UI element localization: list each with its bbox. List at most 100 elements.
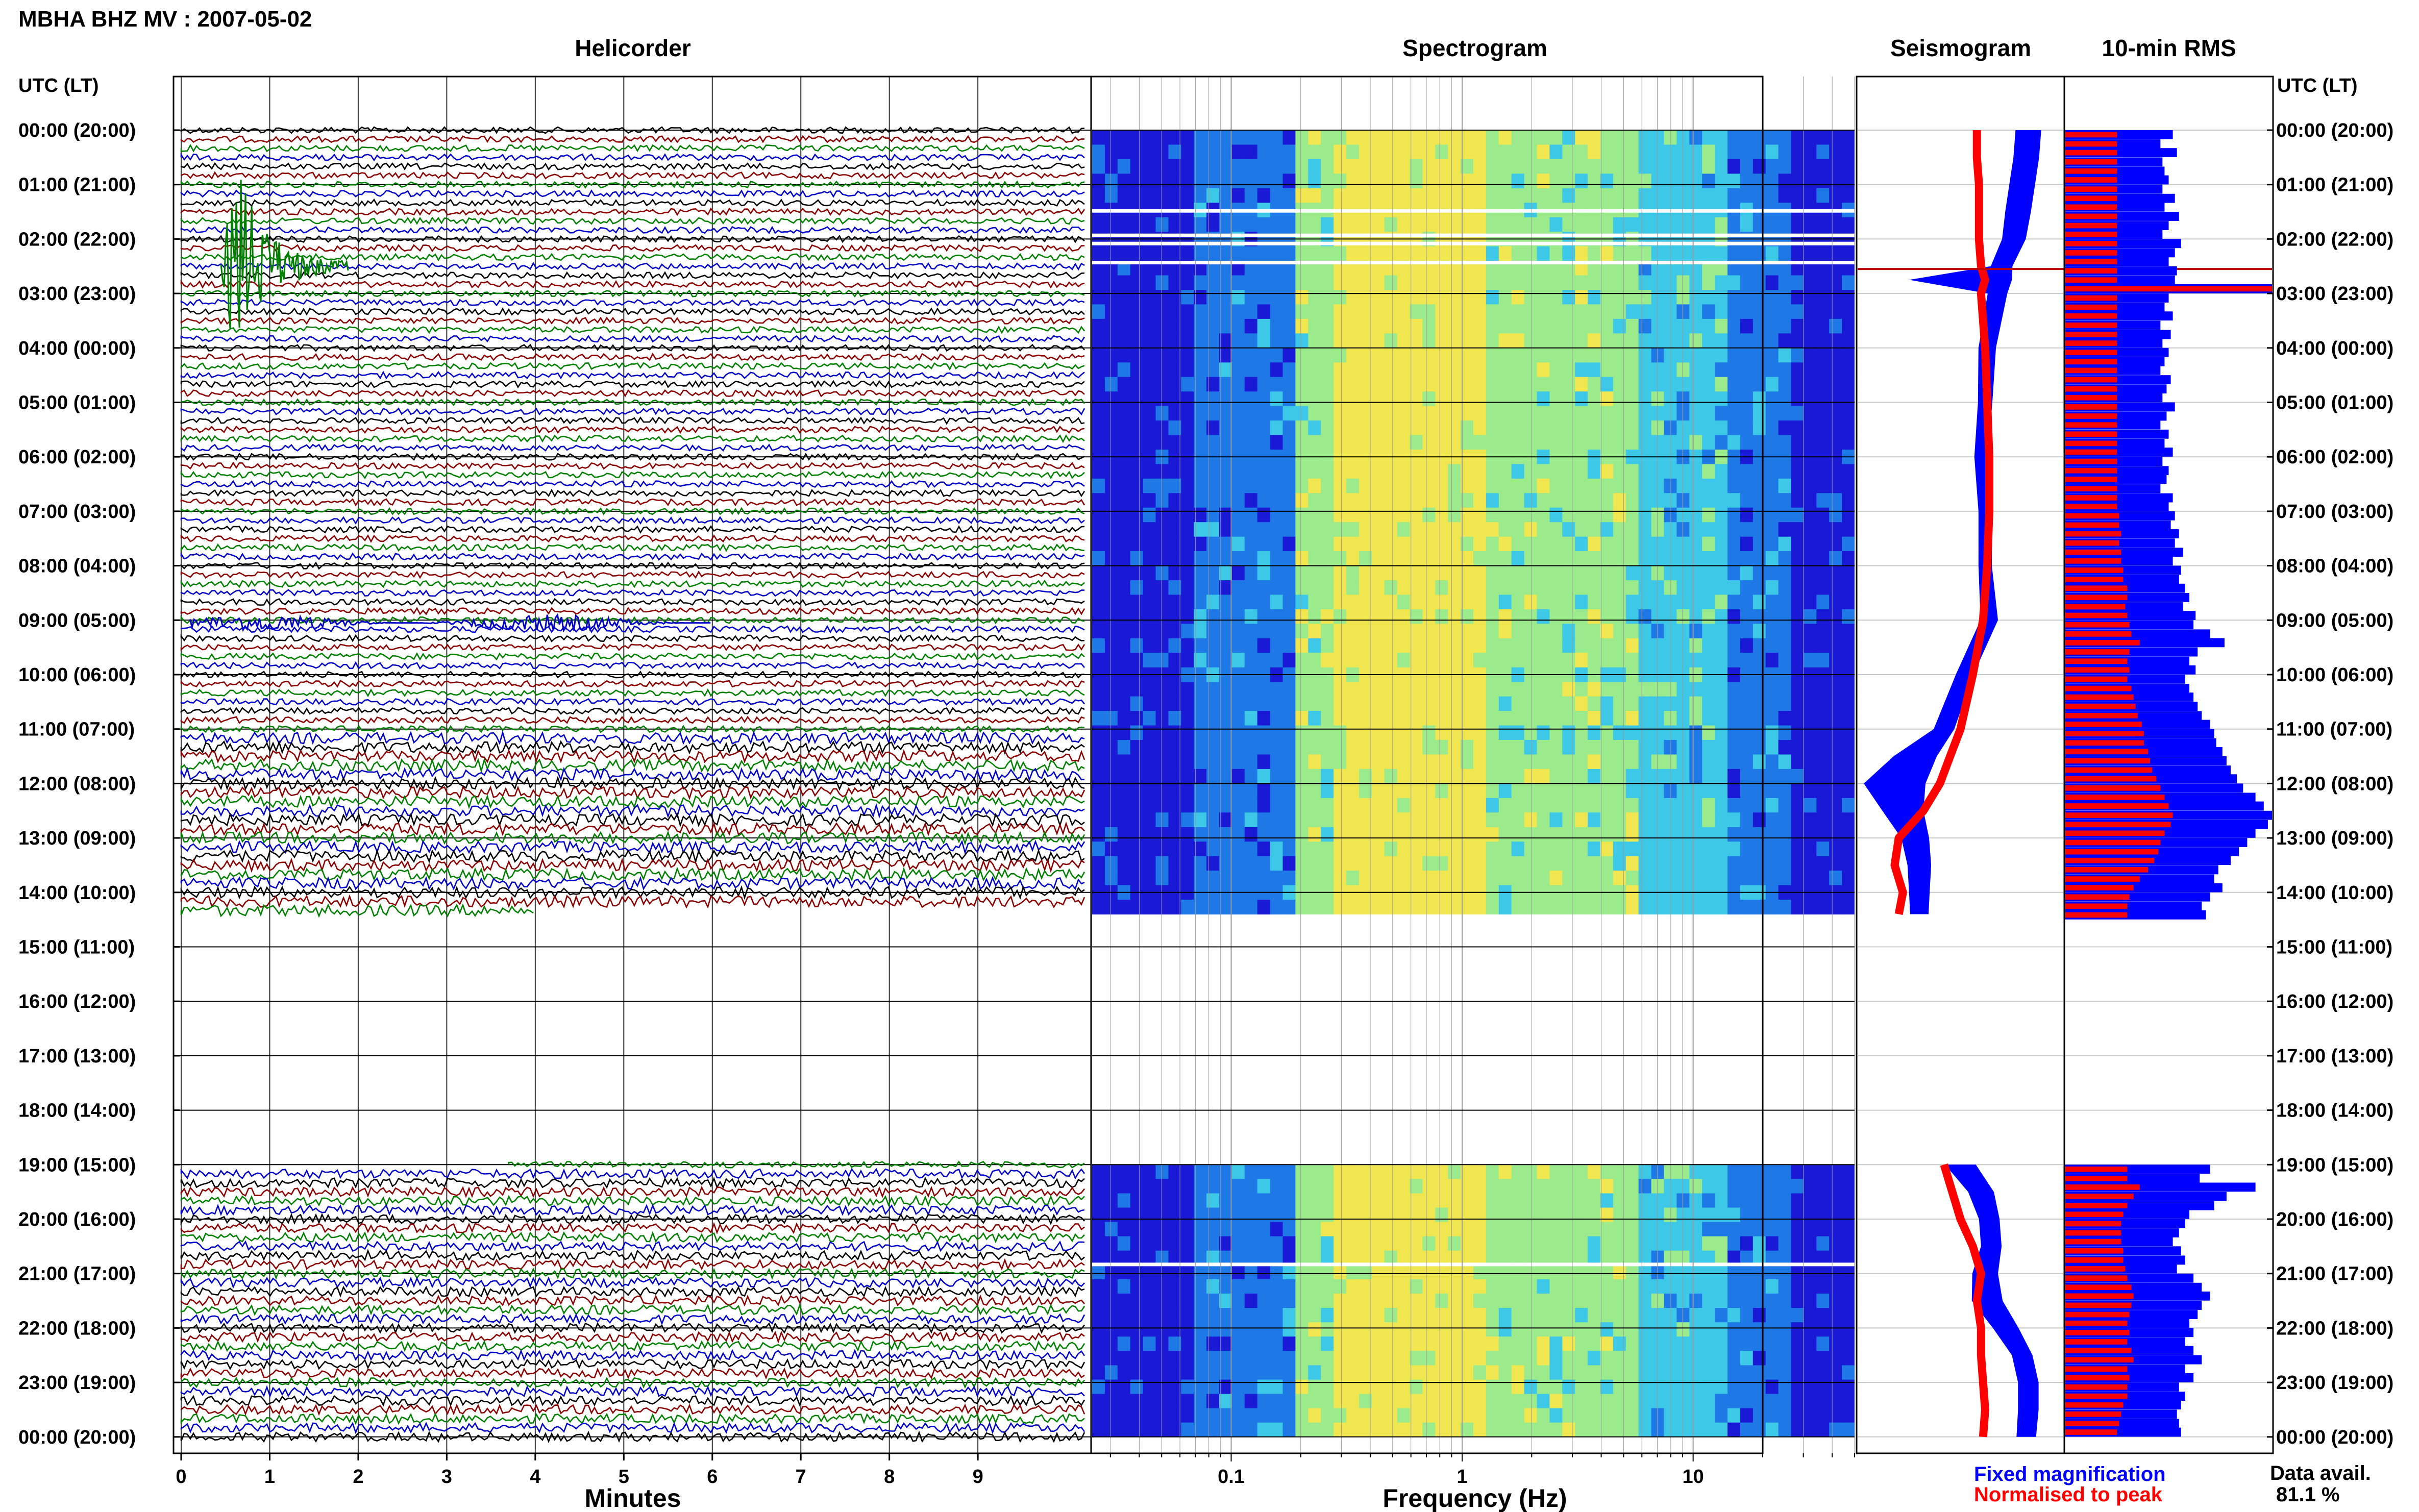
spectrogram-cell bbox=[1194, 900, 1207, 915]
spectrogram-cell bbox=[1194, 536, 1207, 552]
spectrogram-cell bbox=[1498, 348, 1512, 363]
rms-bar-normalised bbox=[2065, 857, 2155, 863]
spectrogram-cell bbox=[1410, 1308, 1423, 1323]
spectrogram-cell bbox=[1816, 1408, 1830, 1423]
spectrogram-cell bbox=[1308, 391, 1321, 407]
spectrogram-cell bbox=[1231, 594, 1245, 610]
spectrogram-cell bbox=[1740, 580, 1754, 596]
spectrogram-cell bbox=[1130, 130, 1144, 145]
spectrogram-cell bbox=[1829, 290, 1842, 305]
spectrogram-cell bbox=[1702, 464, 1715, 479]
spectrogram-cell bbox=[1664, 725, 1677, 740]
spectrogram-cell bbox=[1804, 1207, 1817, 1223]
spectrogram-cell bbox=[1511, 1207, 1525, 1223]
spectrogram-cell bbox=[1155, 624, 1169, 639]
spectrogram-cell bbox=[1600, 173, 1614, 189]
spectrogram-cell bbox=[1676, 536, 1690, 552]
spectrogram-cell bbox=[1651, 159, 1665, 174]
spectrogram-cell bbox=[1829, 1351, 1842, 1366]
spectrogram-cell bbox=[1334, 1351, 1347, 1366]
helicorder-trace bbox=[180, 143, 1085, 153]
spectrogram-cell bbox=[1282, 318, 1296, 334]
spectrogram-cell bbox=[1842, 580, 1855, 596]
spectrogram-cell bbox=[1104, 188, 1118, 203]
spectrogram-cell bbox=[1295, 754, 1309, 770]
spectrogram-cell bbox=[1270, 609, 1283, 625]
spectrogram-cell bbox=[1740, 348, 1754, 363]
spectrogram-cell bbox=[1676, 1336, 1690, 1351]
spectrogram-cell bbox=[1715, 580, 1728, 596]
spectrogram-cell bbox=[1473, 565, 1487, 581]
spectrogram-cell bbox=[1562, 754, 1575, 770]
spectrogram-cell bbox=[1435, 1422, 1448, 1437]
spectrogram-cell bbox=[1257, 1164, 1271, 1179]
spectrogram-cell bbox=[1206, 1422, 1220, 1437]
spectrogram-cell bbox=[1664, 130, 1677, 145]
helicorder-trace bbox=[180, 839, 1085, 855]
spectrogram-cell bbox=[1410, 406, 1423, 421]
time-label-right: 11:00 (07:00) bbox=[2276, 719, 2392, 740]
spectrogram-cell bbox=[1651, 144, 1665, 160]
spectrogram-cell bbox=[1117, 1294, 1131, 1308]
spectrogram-cell bbox=[1524, 798, 1538, 813]
rms-bar-normalised bbox=[2065, 749, 2148, 755]
spectrogram-cell bbox=[1664, 478, 1677, 493]
spectrogram-cell bbox=[1816, 333, 1830, 349]
spectrogram-cell bbox=[1740, 725, 1754, 740]
helicorder-trace bbox=[180, 1185, 1085, 1199]
spectrogram-cell bbox=[1473, 696, 1487, 711]
spectrogram-cell bbox=[1804, 1236, 1817, 1251]
spectrogram-cell bbox=[1549, 348, 1563, 363]
spectrogram-cell bbox=[1715, 304, 1728, 319]
spectrogram-cell bbox=[1715, 348, 1728, 363]
spectrogram-cell bbox=[1613, 740, 1626, 755]
spectrogram-cell bbox=[1295, 682, 1309, 697]
spectrogram-cell bbox=[1498, 391, 1512, 407]
spectrogram-cell bbox=[1816, 1193, 1830, 1208]
spectrogram-cell bbox=[1562, 609, 1575, 625]
spectrogram-cell bbox=[1613, 1365, 1626, 1380]
helicorder-trace bbox=[180, 1358, 1085, 1371]
spectrogram-cell bbox=[1562, 507, 1575, 523]
spectrogram-cell bbox=[1575, 1164, 1588, 1179]
spectrogram-cell bbox=[1130, 1351, 1144, 1366]
time-label-left: 13:00 (09:00) bbox=[18, 828, 136, 849]
spectrogram-cell bbox=[1321, 827, 1334, 842]
spectrogram-cell bbox=[1308, 812, 1321, 828]
spectrogram-cell bbox=[1498, 696, 1512, 711]
spectrogram-cell bbox=[1270, 464, 1283, 479]
spectrogram-cell bbox=[1346, 333, 1360, 349]
spectrogram-cell bbox=[1752, 1236, 1766, 1251]
spectrogram-cell bbox=[1231, 478, 1245, 493]
spectrogram-cell bbox=[1334, 1279, 1347, 1294]
spectrogram-cell bbox=[1727, 1394, 1741, 1409]
spectrogram-cell bbox=[1676, 754, 1690, 770]
spectrogram-cell bbox=[1575, 580, 1588, 596]
spectrogram-cell bbox=[1155, 1422, 1169, 1437]
spectrogram-cell bbox=[1549, 1236, 1563, 1251]
time-label-right: 15:00 (11:00) bbox=[2276, 937, 2392, 958]
spectrogram-cell bbox=[1422, 653, 1436, 668]
spectrogram-cell bbox=[1231, 1322, 1245, 1337]
spectrogram-cell bbox=[1816, 1336, 1830, 1351]
spectrogram-cell bbox=[1727, 217, 1741, 232]
spectrogram-cell bbox=[1625, 217, 1639, 232]
spectrogram-cell bbox=[1257, 798, 1271, 813]
spectrogram-cell bbox=[1231, 638, 1245, 653]
spectrogram-cell bbox=[1295, 609, 1309, 625]
spectrogram-cell bbox=[1295, 377, 1309, 392]
spectrogram-cell bbox=[1689, 551, 1702, 566]
spectrogram-cell bbox=[1625, 1308, 1639, 1323]
spectrogram-cell bbox=[1575, 740, 1588, 755]
spectrogram-cell bbox=[1231, 565, 1245, 581]
spectrogram-cell bbox=[1130, 1336, 1144, 1351]
helicorder-trace bbox=[180, 730, 1085, 746]
spectrogram-cell bbox=[1397, 1379, 1411, 1395]
spectrogram-cell bbox=[1371, 609, 1385, 625]
spectrogram-cell bbox=[1689, 1308, 1702, 1323]
spectrogram-cell bbox=[1498, 1164, 1512, 1179]
spectrogram-cell bbox=[1702, 420, 1715, 436]
spectrogram-cell bbox=[1651, 594, 1665, 610]
spectrogram-cell bbox=[1410, 1222, 1423, 1237]
spectrogram-cell bbox=[1804, 856, 1817, 871]
